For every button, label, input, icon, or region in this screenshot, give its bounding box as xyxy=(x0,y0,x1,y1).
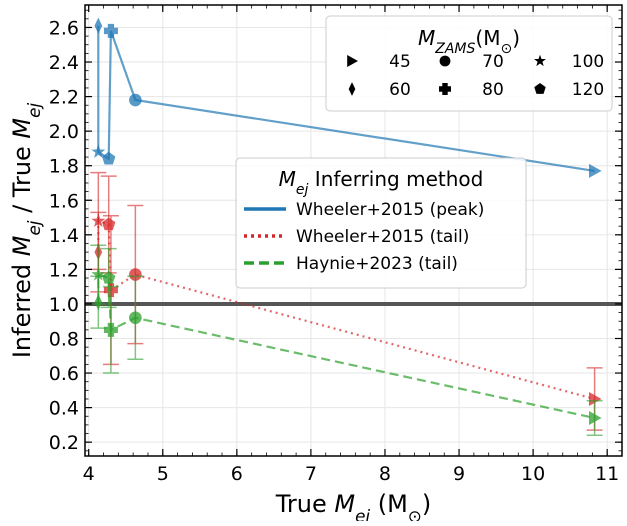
legend-label-80: 80 xyxy=(482,80,504,100)
x-tick-label: 11 xyxy=(595,463,619,485)
data-point-mzams-120 xyxy=(102,151,116,165)
legend-marker-60 xyxy=(348,82,356,96)
data-point-mzams-80 xyxy=(103,322,118,337)
legend-marker-100 xyxy=(534,54,546,67)
method-legend-label-solid: Wheeler+2015 (peak) xyxy=(296,200,484,220)
data-point-mzams-70 xyxy=(129,268,142,281)
x-tick-label: 5 xyxy=(157,463,169,485)
y-tick-label: 1.4 xyxy=(49,225,79,247)
y-tick-label: 1.0 xyxy=(49,294,79,316)
mzams-legend-title: MZAMS(M⊙) xyxy=(418,26,520,57)
legend-label-60: 60 xyxy=(389,80,411,100)
series-line xyxy=(97,273,595,420)
legend-marker-80 xyxy=(439,83,451,95)
y-axis-title: Inferred Mej / True Mej xyxy=(8,103,44,359)
data-point-mzams-45 xyxy=(588,391,602,406)
data-point-mzams-70 xyxy=(129,93,142,107)
data-point-mzams-120 xyxy=(102,271,116,284)
legend-marker-70 xyxy=(439,55,451,67)
x-tick-label: 6 xyxy=(231,463,243,485)
y-tick-label: 0.4 xyxy=(49,398,79,420)
data-point-mzams-70 xyxy=(129,311,142,325)
x-tick-label: 10 xyxy=(521,463,545,485)
legend-marker-45 xyxy=(347,55,358,67)
series-line xyxy=(97,219,595,401)
y-tick-label: 2.2 xyxy=(49,87,79,109)
mzams-legend-box xyxy=(325,15,613,112)
method-legend-label-dashed: Haynie+2023 (tail) xyxy=(296,254,458,274)
data-point-mzams-120 xyxy=(102,217,116,231)
data-point-mzams-60 xyxy=(94,17,103,34)
x-axis-title: True Mej (M⊙) xyxy=(275,490,431,521)
y-tick-label: 0.8 xyxy=(49,328,79,350)
legend-layer: MZAMS(M⊙) 45 70 100 60 80 120 Mej Inferring met… xyxy=(235,15,613,289)
method-legend-label-dotted: Wheeler+2015 (tail) xyxy=(296,227,469,247)
data-point-mzams-45 xyxy=(588,163,602,178)
y-tick-label: 2.0 xyxy=(49,121,79,143)
data-point-mzams-45 xyxy=(588,410,602,425)
y-tick-label: 1.6 xyxy=(49,190,79,212)
y-tick-label: 0.2 xyxy=(49,432,79,454)
method-legend-title: Mej Inferring method xyxy=(279,167,484,198)
x-tick-label: 4 xyxy=(83,463,95,485)
y-tick-label: 2.6 xyxy=(49,17,79,39)
axes-layer: 4 5 6 7 8 9 10 110.20.40.60.81.01.21.41.61.82.0… xyxy=(8,4,623,526)
method-legend-box xyxy=(235,157,527,289)
x-tick-label: 9 xyxy=(453,463,465,485)
data-point-mzams-100 xyxy=(91,267,106,281)
series-line xyxy=(97,25,595,172)
legend-marker-120 xyxy=(534,83,546,94)
plot-frame xyxy=(84,4,623,457)
legend-label-70: 70 xyxy=(482,52,504,72)
data-point-mzams-100 xyxy=(91,144,106,158)
x-tick-label: 7 xyxy=(305,463,317,485)
data-point-mzams-100 xyxy=(91,213,106,227)
y-tick-label: 1.8 xyxy=(49,156,79,178)
legend-label-100: 100 xyxy=(572,52,604,72)
legend-label-45: 45 xyxy=(389,52,411,72)
y-tick-label: 0.6 xyxy=(49,363,79,385)
data-point-mzams-80 xyxy=(103,23,118,38)
y-tick-label: 2.4 xyxy=(49,52,79,74)
y-tick-label: 1.2 xyxy=(49,259,79,281)
x-tick-label: 8 xyxy=(379,463,391,485)
legend-label-120: 120 xyxy=(572,80,604,100)
